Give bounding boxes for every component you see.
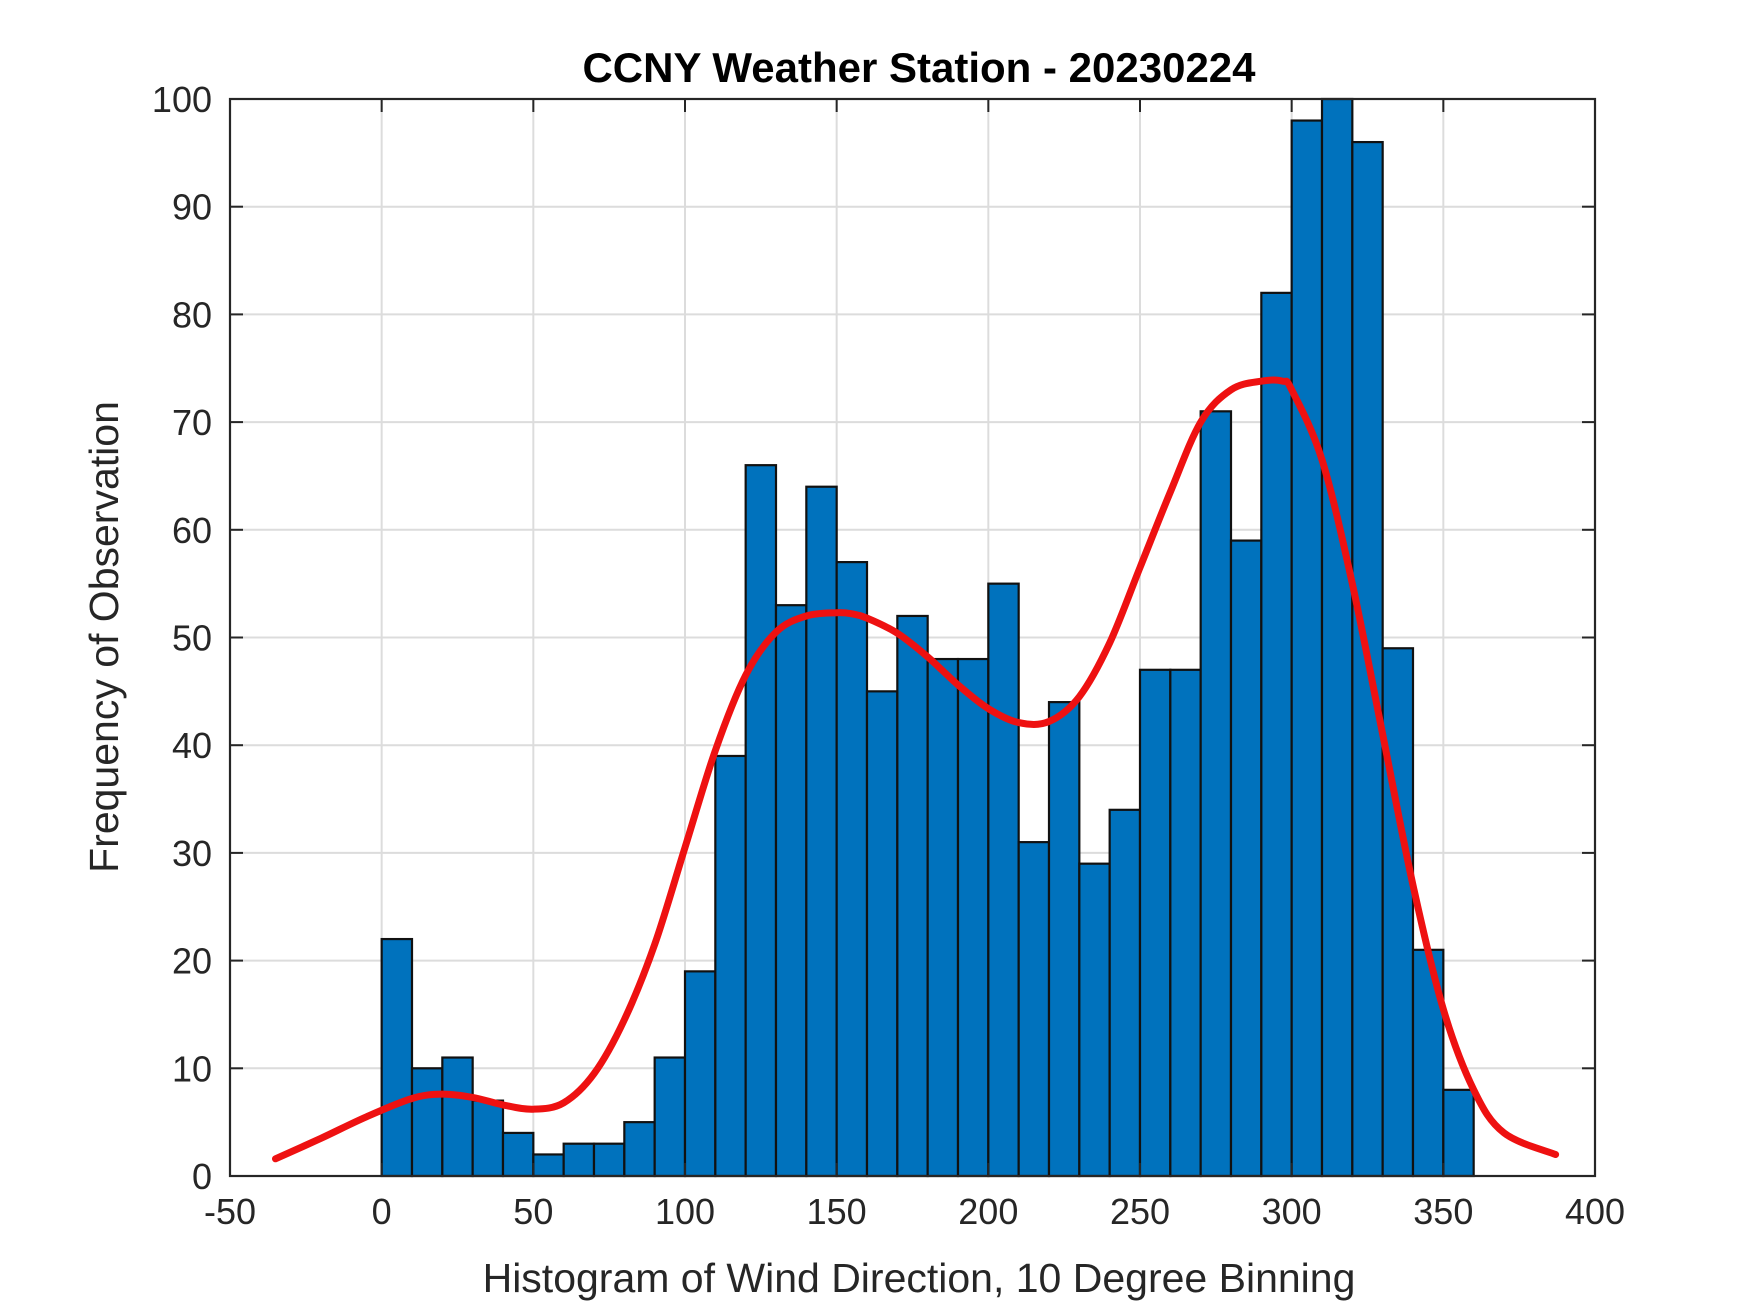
histogram-bar — [653, 1056, 687, 1178]
histogram-bar — [865, 690, 899, 1178]
tick-labels: -50 0 50 100 150 200 250 300 350 4000102030405060… — [152, 79, 1625, 1232]
fit-curve-layer — [272, 376, 1560, 1163]
histogram-bar — [1199, 410, 1233, 1178]
histogram-bar — [1229, 539, 1263, 1178]
histogram-bar — [987, 582, 1020, 1178]
x-tick-label: 250 — [1110, 1191, 1170, 1232]
x-axis-label: Histogram of Wind Direction, 10 Degree B… — [483, 1255, 1356, 1301]
histogram-bar — [774, 604, 808, 1178]
y-tick-label: 40 — [172, 725, 212, 766]
x-tick-label: 200 — [958, 1191, 1018, 1232]
histogram-bar — [410, 1067, 444, 1178]
histogram-bar — [1078, 862, 1111, 1178]
histogram-bar — [1138, 668, 1172, 1178]
histogram-bar — [471, 1099, 505, 1178]
histogram-bar — [501, 1131, 535, 1178]
x-tick-label: 350 — [1413, 1191, 1473, 1232]
y-tick-label: 30 — [172, 833, 212, 874]
histogram-bar — [926, 657, 960, 1178]
histogram-bar — [1169, 668, 1202, 1178]
histogram-bar — [380, 937, 414, 1178]
histogram-bar — [744, 464, 778, 1178]
chart-title: CCNY Weather Station - 20230224 — [582, 44, 1256, 91]
x-tick-label: 0 — [372, 1191, 392, 1232]
histogram-bar — [1047, 701, 1081, 1178]
histogram-bar — [835, 561, 869, 1178]
y-tick-label: 70 — [172, 402, 212, 443]
histogram-bar — [805, 485, 838, 1178]
x-tick-label: 100 — [655, 1191, 715, 1232]
histogram-bar — [714, 754, 747, 1178]
histogram-bar — [1260, 291, 1293, 1178]
histogram-bar — [1381, 647, 1415, 1178]
histogram-bar — [896, 614, 929, 1178]
x-tick-label: 50 — [513, 1191, 553, 1232]
x-tick-label: 300 — [1262, 1191, 1322, 1232]
x-tick-label: 150 — [807, 1191, 867, 1232]
x-tick-label: -50 — [204, 1191, 256, 1232]
histogram-bar — [532, 1153, 565, 1178]
histogram-bars — [380, 97, 1475, 1178]
y-tick-label: 20 — [172, 941, 212, 982]
y-axis-label: Frequency of Observation — [81, 401, 127, 873]
fit-curve — [272, 376, 1560, 1163]
histogram-bar — [683, 970, 717, 1178]
histogram-bar — [1320, 97, 1354, 1178]
histogram-bar — [441, 1056, 474, 1178]
y-tick-label: 90 — [172, 187, 212, 228]
y-tick-label: 100 — [152, 79, 212, 120]
histogram-bar — [562, 1142, 596, 1178]
y-tick-label: 60 — [172, 510, 212, 551]
histogram-bar — [623, 1121, 656, 1178]
histogram-bar — [1108, 808, 1142, 1178]
y-tick-label: 0 — [192, 1156, 212, 1197]
histogram-bar — [1290, 119, 1324, 1178]
x-tick-label: 400 — [1565, 1191, 1625, 1232]
histogram-bar — [1442, 1088, 1475, 1178]
y-tick-label: 80 — [172, 294, 212, 335]
axes — [228, 97, 1597, 1178]
histogram-bar — [1017, 841, 1051, 1178]
histogram-bar — [956, 657, 990, 1178]
y-tick-label: 10 — [172, 1048, 212, 1089]
histogram-bar — [592, 1142, 626, 1178]
y-tick-label: 50 — [172, 618, 212, 659]
